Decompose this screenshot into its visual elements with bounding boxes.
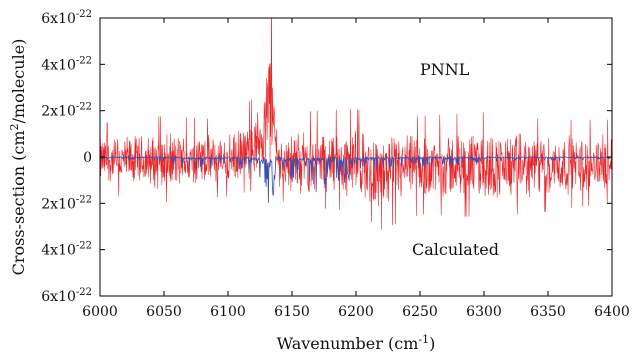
x-tick-label: 6150 — [274, 304, 310, 320]
tick-labels-layer: 6000 6050 6100 6150 6200 6250 6300 6350 6400 6x10… — [41, 9, 630, 320]
legend-calculated: Calculated — [412, 240, 499, 259]
x-tick-label: 6200 — [338, 304, 374, 320]
x-tick-label: 6050 — [146, 304, 182, 320]
y-tick-label: 0 — [83, 150, 92, 166]
x-tick-label: 6100 — [210, 304, 246, 320]
x-tick-label: 6250 — [402, 304, 438, 320]
x-axis-label: Wavenumber (cm-1) — [277, 333, 436, 353]
y-tick-label: 2x10-22 — [41, 194, 92, 212]
series-pnnl-line — [100, 18, 612, 230]
x-tick-label: 6400 — [594, 304, 630, 320]
x-tick-label: 6000 — [82, 304, 118, 320]
x-tick-label: 6300 — [466, 304, 502, 320]
series-calculated-line — [100, 155, 612, 203]
y-axis-label: Cross-section (cm2/molecule) — [8, 39, 28, 276]
y-tick-label: 4x10-22 — [41, 241, 92, 259]
y-tick-label: 4x10-22 — [41, 55, 92, 73]
x-tick-label: 6350 — [530, 304, 566, 320]
y-tick-label: 6x10-22 — [41, 287, 92, 305]
legend-pnnl: PNNL — [420, 60, 470, 79]
series-layer — [100, 18, 612, 230]
ticks-layer — [99, 17, 613, 297]
y-tick-label: 2x10-22 — [41, 102, 92, 120]
y-tick-label: 6x10-22 — [41, 9, 92, 27]
